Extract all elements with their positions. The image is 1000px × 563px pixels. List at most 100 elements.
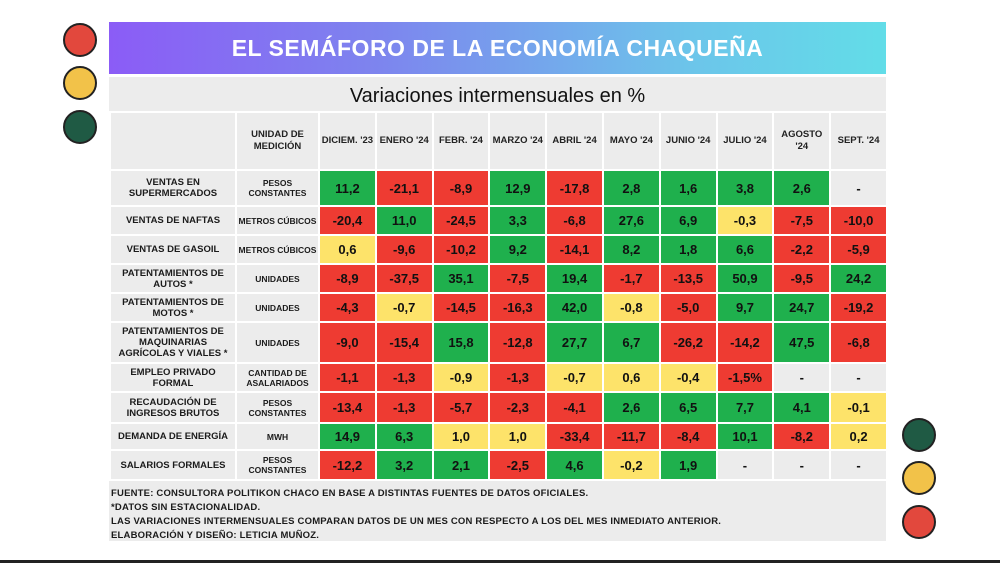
indicator-label: VENTAS EN SUPERMERCADOS xyxy=(109,169,237,207)
footer-line: ELABORACIÓN Y DISEÑO: LETICIA MUÑOZ. xyxy=(111,530,320,541)
value-cell: 42,0 xyxy=(545,292,604,323)
value-cell: 12,9 xyxy=(488,169,548,207)
value-cell: 19,4 xyxy=(545,263,604,294)
value-cell: 27,6 xyxy=(601,205,661,236)
unit-label: UNIDADES xyxy=(235,321,320,364)
indicator-label: DEMANDA DE ENERGÍA xyxy=(109,422,237,451)
value-cell: 2,6 xyxy=(601,391,661,424)
value-cell: -1,5% xyxy=(715,362,775,393)
value-cell: -12,2 xyxy=(318,449,377,481)
header-month: DICIEM. '23 xyxy=(318,111,377,171)
indicator-label: PATENTAMIENTOS DE AUTOS * xyxy=(109,263,237,294)
value-cell: 8,2 xyxy=(601,234,661,265)
value-cell: 15,8 xyxy=(431,321,491,364)
value-cell: 9,2 xyxy=(488,234,548,265)
value-cell: -11,7 xyxy=(601,422,661,451)
value-cell: 9,7 xyxy=(715,292,775,323)
table-row: RECAUDACIÓN DE INGRESOS BRUTOS PESOS CONS… xyxy=(109,391,888,424)
value-cell: 6,6 xyxy=(715,234,775,265)
value-cell: -0,4 xyxy=(658,362,718,393)
value-cell: 10,1 xyxy=(715,422,775,451)
value-cell: - xyxy=(829,362,888,393)
value-cell: -14,5 xyxy=(431,292,491,323)
table-row: PATENTAMIENTOS DE MAQUINARIAS AGRÍCOLAS … xyxy=(109,321,888,364)
indicator-label: PATENTAMIENTOS DE MAQUINARIAS AGRÍCOLAS … xyxy=(109,321,237,364)
unit-label: METROS CÚBICOS xyxy=(235,205,320,236)
footer-line: LAS VARIACIONES INTERMENSUALES COMPARAN … xyxy=(111,516,722,527)
value-cell: -8,9 xyxy=(318,263,377,294)
header-indicator xyxy=(109,111,237,171)
value-cell: -15,4 xyxy=(374,321,434,364)
value-cell: -13,4 xyxy=(318,391,377,424)
value-cell: -16,3 xyxy=(488,292,548,323)
value-cell: -5,7 xyxy=(431,391,491,424)
table-row: VENTAS DE NAFTAS METROS CÚBICOS -20,4 11,0-… xyxy=(109,205,888,236)
table-row: EMPLEO PRIVADO FORMAL CANTIDAD DE ASALARI… xyxy=(109,362,888,393)
unit-label: PESOS CONSTANTES xyxy=(235,169,320,207)
traffic-light-yellow-left xyxy=(63,66,97,100)
traffic-light-yellow-right xyxy=(902,461,936,495)
value-cell: 11,0 xyxy=(374,205,434,236)
value-cell: -8,2 xyxy=(772,422,832,451)
value-cell: -2,5 xyxy=(488,449,548,481)
value-cell: -19,2 xyxy=(829,292,888,323)
traffic-light-green-left xyxy=(63,110,97,144)
value-cell: -17,8 xyxy=(545,169,604,207)
value-cell: -6,8 xyxy=(545,205,604,236)
value-cell: 3,8 xyxy=(715,169,775,207)
value-cell: -0,1 xyxy=(829,391,888,424)
value-cell: 2,1 xyxy=(431,449,491,481)
value-cell: -14,2 xyxy=(715,321,775,364)
value-cell: -33,4 xyxy=(545,422,604,451)
header-month: MARZO '24 xyxy=(488,111,548,171)
value-cell: 24,7 xyxy=(772,292,832,323)
value-cell: 14,9 xyxy=(318,422,377,451)
table-subtitle: Variaciones intermensuales en % xyxy=(349,85,646,107)
table-row: DEMANDA DE ENERGÍA MWH 14,9 6,3 1,0 1,0 -33,4-… xyxy=(109,422,888,451)
footer-line: *DATOS SIN ESTACIONALIDAD. xyxy=(111,502,261,513)
unit-label: UNIDADES xyxy=(235,263,320,294)
traffic-light-red-right xyxy=(902,505,936,539)
header-month: MAYO '24 xyxy=(601,111,661,171)
header-month: SEPT. '24 xyxy=(829,111,888,171)
value-cell: -37,5 xyxy=(374,263,434,294)
value-cell: 24,2 xyxy=(829,263,888,294)
value-cell: 2,6 xyxy=(772,169,832,207)
value-cell: - xyxy=(829,449,888,481)
unit-label: CANTIDAD DE ASALARIADOS xyxy=(235,362,320,393)
value-cell: 7,7 xyxy=(715,391,775,424)
value-cell: 6,3 xyxy=(374,422,434,451)
header-month: JUNIO '24 xyxy=(658,111,718,171)
value-cell: -1,3 xyxy=(374,391,434,424)
value-cell: 35,1 xyxy=(431,263,491,294)
value-cell: -24,5 xyxy=(431,205,491,236)
value-cell: -9,6 xyxy=(374,234,434,265)
economy-table: UNIDAD DE MEDICIÓN DICIEM. '23 ENERO '24 F… xyxy=(109,111,888,481)
value-cell: -10,2 xyxy=(431,234,491,265)
value-cell: -26,2 xyxy=(658,321,718,364)
value-cell: -10,0 xyxy=(829,205,888,236)
value-cell: 0,2 xyxy=(829,422,888,451)
value-cell: 27,7 xyxy=(545,321,604,364)
value-cell: -20,4 xyxy=(318,205,377,236)
footer-notes: FUENTE: CONSULTORA POLITIKON CHACO EN BA… xyxy=(111,487,881,543)
value-cell: 4,1 xyxy=(772,391,832,424)
table-row: PATENTAMIENTOS DE MOTOS * UNIDADES -4,3 -0,… xyxy=(109,292,888,323)
value-cell: -0,7 xyxy=(545,362,604,393)
table-panel: Variaciones intermensuales en % UNIDAD D… xyxy=(109,77,888,543)
header-month: AGOSTO '24 xyxy=(772,111,832,171)
value-cell: 47,5 xyxy=(772,321,832,364)
table-header-row: UNIDAD DE MEDICIÓN DICIEM. '23 ENERO '24 F… xyxy=(109,111,888,171)
unit-label: PESOS CONSTANTES xyxy=(235,449,320,481)
table-body: VENTAS EN SUPERMERCADOS PESOS CONSTANTES 1… xyxy=(109,169,888,481)
value-cell: 3,3 xyxy=(488,205,548,236)
indicator-label: VENTAS DE NAFTAS xyxy=(109,205,237,236)
indicator-label: EMPLEO PRIVADO FORMAL xyxy=(109,362,237,393)
value-cell: -2,2 xyxy=(772,234,832,265)
header-month: ABRIL '24 xyxy=(545,111,604,171)
table-row: VENTAS EN SUPERMERCADOS PESOS CONSTANTES 1… xyxy=(109,169,888,207)
value-cell: - xyxy=(772,449,832,481)
indicator-label: RECAUDACIÓN DE INGRESOS BRUTOS xyxy=(109,391,237,424)
value-cell: -21,1 xyxy=(374,169,434,207)
value-cell: -1,3 xyxy=(374,362,434,393)
